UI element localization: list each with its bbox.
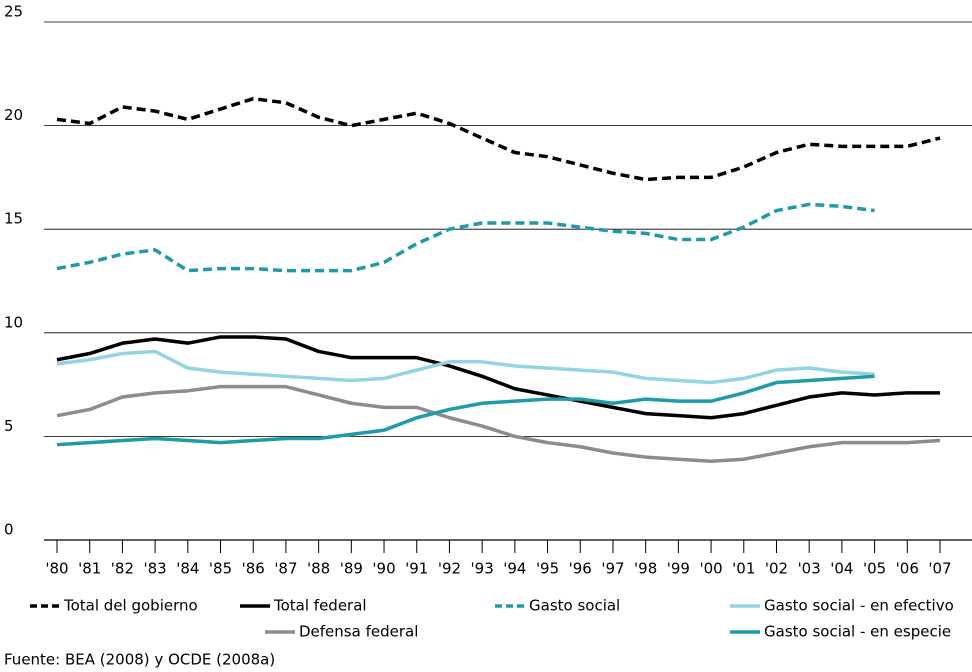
x-tick-label: '96 [569, 560, 592, 578]
x-tick-label: '97 [601, 560, 624, 578]
series-line [56, 96, 941, 182]
x-tick-label: '02 [765, 560, 788, 578]
x-tick-label: '89 [340, 560, 363, 578]
y-tick-label: 20 [4, 106, 23, 124]
series-line [56, 384, 941, 464]
x-tick-label: '85 [209, 560, 232, 578]
legend-label: Defensa federal [299, 623, 418, 641]
source: Fuente: BEA (2008) y OCDE (2008a) [4, 651, 275, 669]
series-line [56, 202, 875, 273]
x-tick-label: '81 [78, 560, 101, 578]
x-tick-label: '06 [896, 560, 919, 578]
legend-label: Gasto social - en especie [764, 623, 951, 641]
x-tick-label: '92 [438, 560, 461, 578]
y-tick-label: 10 [4, 313, 23, 331]
y-tick-label: 25 [4, 3, 23, 21]
x-tick-label: '04 [830, 560, 853, 578]
x-tick-label: '87 [274, 560, 297, 578]
x-tick-label: '99 [667, 560, 690, 578]
x-tick-label: '91 [405, 560, 428, 578]
legend-label: Gasto social [529, 597, 620, 615]
y-tick-label: 0 [4, 521, 14, 539]
x-tick-label: '88 [307, 560, 330, 578]
x-tick-label: '01 [732, 560, 755, 578]
y-tick-label: 5 [4, 417, 14, 435]
x-tick-label: '86 [242, 560, 265, 578]
x-tick-label: '93 [471, 560, 494, 578]
x-tick-label: '94 [503, 560, 526, 578]
x-tick-label: '83 [144, 560, 167, 578]
x-tick-label: '07 [928, 560, 951, 578]
x-tick-label: '82 [111, 560, 134, 578]
x-tick-label: '84 [176, 560, 199, 578]
series-line [56, 335, 940, 420]
legend-label: Gasto social - en efectivo [764, 597, 954, 615]
y-tick-label: 15 [4, 210, 23, 228]
series-line [56, 374, 875, 447]
x-tick-label: '03 [798, 560, 821, 578]
legend-label: Total del gobierno [63, 597, 198, 615]
legend-label: Total federal [273, 597, 367, 615]
series-line [56, 349, 875, 385]
x-tick-label: '98 [634, 560, 657, 578]
x-tick-label: '00 [699, 560, 722, 578]
x-tick-label: '05 [863, 560, 886, 578]
x-tick-label: '95 [536, 560, 559, 578]
x-tick-label: '90 [372, 560, 395, 578]
x-tick-label: '80 [45, 560, 68, 578]
